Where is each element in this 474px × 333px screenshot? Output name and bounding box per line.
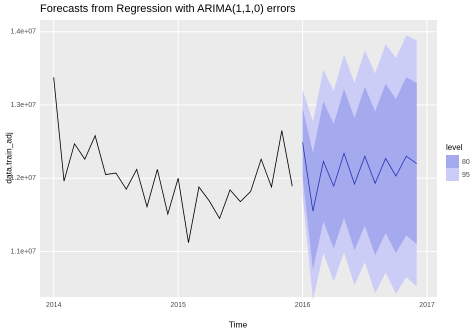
history-line xyxy=(53,77,293,243)
chart-title: Forecasts from Regression with ARIMA(1,1… xyxy=(40,3,296,15)
legend-label: 95 xyxy=(462,172,470,179)
forecast-line xyxy=(302,142,417,212)
legend-swatch xyxy=(446,168,459,181)
legend-label: 80 xyxy=(462,159,470,166)
x-axis-title: Time xyxy=(229,319,248,329)
x-tick-label: 2017 xyxy=(419,302,435,309)
x-tick-label: 2014 xyxy=(46,302,62,309)
interval-band xyxy=(302,77,417,270)
y-tick-label: 1.4e+07 xyxy=(11,29,37,36)
y-axis-title: data.train_adj xyxy=(3,132,13,184)
legend-swatch xyxy=(446,155,459,168)
y-tick-label: 1.3e+07 xyxy=(11,102,37,109)
y-tick-label: 1.2e+07 xyxy=(11,175,37,182)
y-tick-label: 1.1e+07 xyxy=(11,248,37,255)
x-tick-label: 2016 xyxy=(295,302,311,309)
legend-title: level xyxy=(446,143,463,152)
x-tick-label: 2015 xyxy=(170,302,186,309)
